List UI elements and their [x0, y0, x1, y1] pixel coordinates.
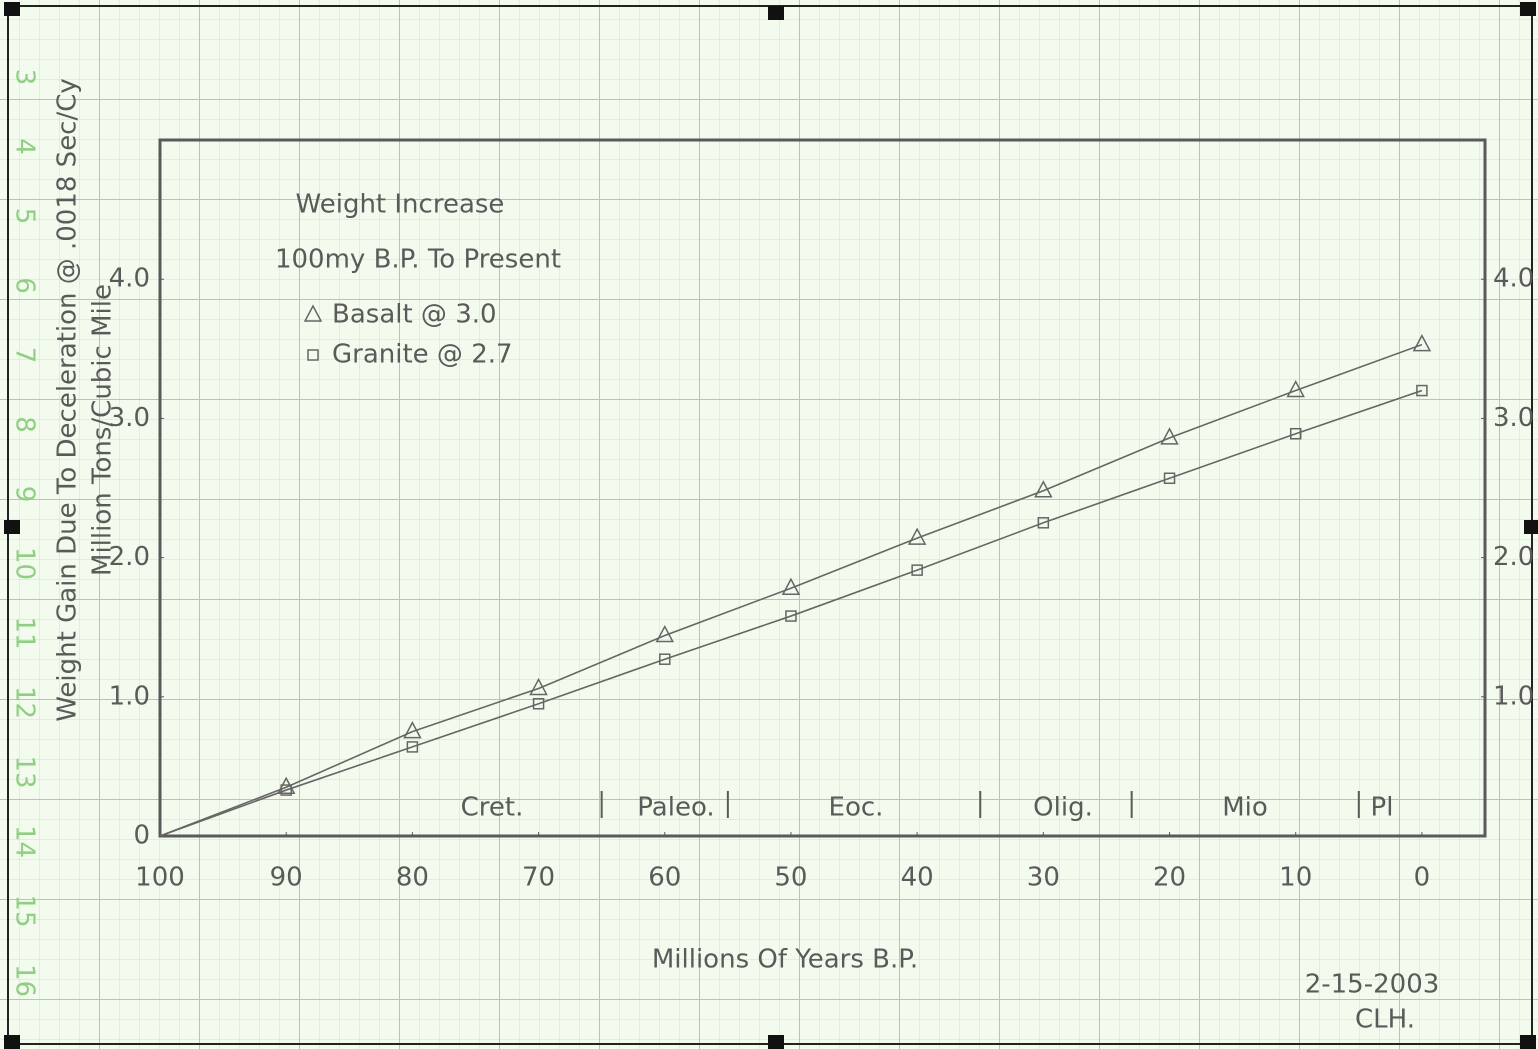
point: [1163, 472, 1176, 485]
point: [655, 624, 675, 643]
y-tick-label: 4.0: [109, 264, 150, 294]
y-tick-label: 2.0: [109, 542, 150, 572]
point: [1286, 379, 1305, 398]
x-tick-label: 40: [901, 863, 934, 893]
paper-number: 16: [10, 964, 40, 997]
x-tick-label: 10: [1279, 863, 1312, 893]
point: [532, 698, 545, 710]
corner-mark: [4, 2, 20, 16]
x-tick-label: 20: [1153, 863, 1186, 893]
corner-mark: [4, 520, 20, 534]
initials: CLH.: [1355, 1005, 1415, 1035]
paper-number: 11: [10, 616, 40, 649]
chart-title: Weight Increase: [296, 190, 505, 220]
chart-subtitle: 100my B.P. To Present: [275, 245, 561, 275]
y2-tick-label: 4.0: [1493, 264, 1534, 294]
corner-mark: [768, 1035, 784, 1049]
paper-number: 10: [10, 547, 40, 580]
y2-tick-label: 3.0: [1493, 403, 1534, 433]
epoch-label: Paleo.: [637, 793, 714, 823]
point: [785, 610, 797, 622]
series-line: [159, 343, 1423, 837]
point: [1412, 334, 1432, 352]
y2-tick-label: 2.0: [1493, 542, 1534, 572]
point: [907, 527, 927, 545]
paper-number: 8: [10, 416, 40, 433]
x-tick-label: 50: [774, 863, 807, 893]
y2-tick-label: 1.0: [1493, 681, 1534, 711]
date: 2-15-2003: [1305, 970, 1440, 1000]
point: [406, 741, 419, 753]
legend-marker: [307, 349, 319, 361]
series-line: [159, 389, 1423, 837]
x-tick-label: 30: [1027, 863, 1060, 893]
paper-number: 12: [10, 686, 40, 719]
x-tick-label: 90: [270, 863, 303, 893]
point: [280, 784, 292, 796]
y-axis-label: Weight Gain Due To Deceleration @ .0018 …: [53, 78, 83, 722]
paper-number: 7: [10, 347, 40, 364]
point: [911, 564, 923, 576]
corner-mark: [1520, 2, 1536, 16]
x-tick-label: 60: [648, 863, 681, 893]
legend-label: Granite @ 2.7: [332, 340, 513, 370]
corner-mark: [768, 6, 784, 20]
paper-number: 14: [10, 825, 40, 858]
point: [529, 677, 548, 696]
point: [1416, 384, 1428, 397]
paper-number: 9: [10, 486, 40, 503]
point: [1160, 427, 1179, 445]
point: [403, 721, 422, 739]
legend-marker: [303, 304, 323, 322]
corner-mark: [1520, 1035, 1536, 1049]
x-tick-label: 70: [522, 863, 555, 893]
y-tick-label: 1.0: [109, 681, 150, 711]
paper-number: 4: [10, 138, 40, 155]
paper-number: 3: [10, 69, 40, 86]
point: [1289, 427, 1302, 440]
x-axis-label: Millions Of Years B.P.: [652, 945, 918, 975]
point: [659, 653, 671, 665]
epoch-label: Cret.: [461, 793, 524, 823]
point: [1037, 517, 1050, 529]
epoch-label: Olig.: [1033, 793, 1093, 823]
y-tick-label: 0: [133, 821, 150, 851]
x-tick-label: 100: [135, 863, 185, 893]
corner-mark: [1524, 520, 1538, 534]
y-axis-label-2: Million Tons/Cubic Mile: [88, 284, 118, 576]
epoch-label: Pl: [1371, 793, 1394, 823]
point: [1034, 480, 1053, 498]
corner-mark: [4, 1035, 20, 1049]
epoch-label: Eoc.: [829, 793, 884, 823]
plot-frame: [158, 138, 1487, 838]
paper-number: 6: [10, 277, 40, 294]
x-tick-label: 0: [1414, 863, 1431, 893]
point: [781, 577, 801, 595]
paper-number: 13: [10, 755, 40, 788]
y-tick-label: 3.0: [109, 403, 150, 433]
x-tick-label: 80: [396, 863, 429, 893]
paper-number: 15: [10, 894, 40, 927]
paper-number: 5: [10, 208, 40, 225]
legend-label: Basalt @ 3.0: [332, 300, 497, 330]
epoch-label: Mio: [1222, 793, 1268, 823]
